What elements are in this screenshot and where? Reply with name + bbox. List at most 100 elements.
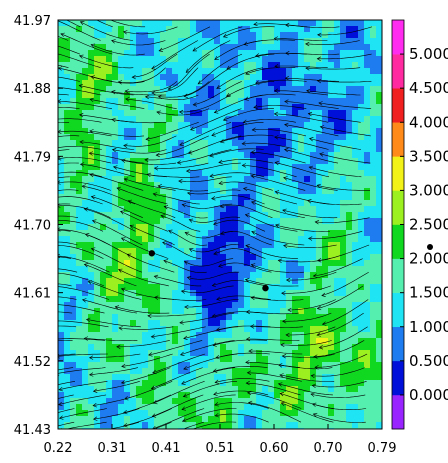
heatmap-cell: [106, 128, 113, 135]
heatmap-cell: [358, 116, 365, 123]
streamline: [282, 353, 335, 358]
heatmap-cell: [340, 380, 347, 387]
heatmap-cell: [274, 404, 281, 411]
heatmap-cell: [232, 86, 239, 93]
heatmap-cell: [346, 74, 353, 81]
heatmap-cell: [232, 104, 239, 111]
heatmap-cell: [304, 344, 311, 351]
heatmap-cell: [148, 176, 155, 183]
heatmap-cell: [190, 86, 197, 93]
heatmap-cell: [238, 362, 245, 369]
streamline: [211, 195, 265, 205]
heatmap-cell: [172, 284, 179, 291]
heatmap-cell: [370, 386, 377, 393]
heatmap-cell: [178, 374, 185, 381]
heatmap-cell: [346, 386, 353, 393]
heatmap-cell: [190, 116, 197, 123]
heatmap-cell: [142, 338, 149, 345]
heatmap-cell: [142, 278, 149, 285]
streamline-arrowhead: [181, 203, 187, 208]
heatmap-cell: [184, 308, 191, 315]
streamline: [118, 67, 166, 83]
heatmap-cell: [220, 284, 227, 291]
streamline-arrowhead: [183, 335, 188, 340]
heatmap-cell: [304, 182, 311, 189]
heatmap-cell: [196, 266, 203, 273]
heatmap-cell: [208, 62, 215, 69]
heatmap-cell: [256, 344, 263, 351]
colorbar-label: 3.500: [409, 147, 448, 165]
heatmap-cell: [244, 326, 251, 333]
heatmap-cell: [304, 20, 311, 27]
streamline: [58, 230, 71, 232]
heatmap-cell: [250, 80, 257, 87]
heatmap-cell: [130, 104, 137, 111]
colorbar-swatch: [392, 394, 404, 430]
heatmap-cell: [232, 386, 239, 393]
streamline-arrowhead: [225, 93, 231, 97]
heatmap-cell: [154, 350, 161, 357]
heatmap-cell: [130, 296, 137, 303]
heatmap-cell: [232, 392, 239, 399]
heatmap-cell: [334, 326, 341, 333]
heatmap-cell: [106, 146, 113, 153]
heatmap-cell: [274, 98, 281, 105]
heatmap-cell: [268, 266, 275, 273]
heatmap-cell: [88, 224, 95, 231]
heatmap-cell: [160, 188, 167, 195]
heatmap-cell: [172, 200, 179, 207]
streamline-arrowhead: [307, 236, 313, 241]
heatmap-layer: [58, 20, 382, 429]
streamline-arrowhead: [79, 162, 85, 167]
heatmap-cell: [250, 338, 257, 345]
heatmap-cell: [244, 206, 251, 213]
heatmap-cell: [214, 68, 221, 75]
heatmap-cell: [226, 332, 233, 339]
streamline: [147, 174, 200, 178]
heatmap-cell: [202, 230, 209, 237]
heatmap-cell: [148, 170, 155, 177]
heatmap-cell: [172, 38, 179, 45]
heatmap-cell: [94, 194, 101, 201]
heatmap-cell: [196, 284, 203, 291]
heatmap-cell: [130, 50, 137, 57]
heatmap-cell: [214, 248, 221, 255]
streamline: [244, 93, 296, 100]
heatmap-cell: [142, 68, 149, 75]
heatmap-cell: [160, 206, 167, 213]
heatmap-cell: [364, 218, 371, 225]
heatmap-cell: [220, 116, 227, 123]
streamline-arrowhead: [311, 402, 317, 407]
heatmap-cell: [220, 74, 227, 81]
heatmap-cell: [316, 326, 323, 333]
streamline: [58, 36, 69, 41]
heatmap-cell: [304, 104, 311, 111]
colorbar-label: 1.000: [409, 318, 448, 336]
heatmap-cell: [370, 350, 377, 357]
heatmap-cell: [100, 380, 107, 387]
heatmap-cell: [148, 182, 155, 189]
heatmap-cell: [76, 416, 83, 423]
streamline-arrowhead: [209, 173, 214, 178]
heatmap-cell: [340, 74, 347, 81]
heatmap-cell: [160, 350, 167, 357]
heatmap-cell: [196, 410, 203, 417]
heatmap-cell: [88, 140, 95, 147]
heatmap-cell: [136, 194, 143, 201]
heatmap-cell: [202, 50, 209, 57]
heatmap-cell: [322, 74, 329, 81]
heatmap-cell: [76, 308, 83, 315]
heatmap-cell: [238, 236, 245, 243]
heatmap-cell: [256, 338, 263, 345]
heatmap-cell: [292, 74, 299, 81]
streamline: [112, 149, 167, 154]
streamline-arrowhead: [23, 245, 27, 249]
heatmap-cell: [364, 176, 371, 183]
heatmap-cell: [310, 32, 317, 39]
heatmap-cell: [334, 356, 341, 363]
heatmap-cell: [208, 392, 215, 399]
heatmap-cell: [178, 128, 185, 135]
heatmap-cell: [280, 248, 287, 255]
heatmap-cell: [82, 362, 89, 369]
heatmap-cell: [214, 272, 221, 279]
